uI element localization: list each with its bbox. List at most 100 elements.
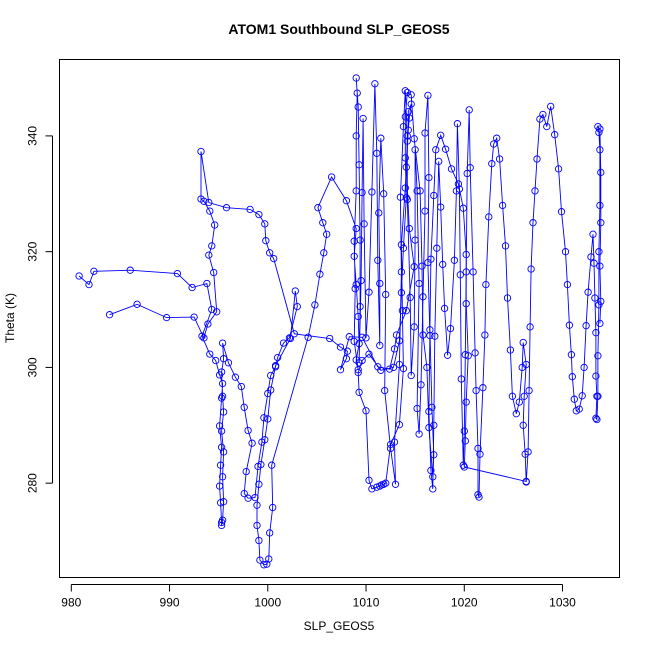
- data-point: [398, 307, 407, 315]
- data-point: [402, 307, 410, 315]
- data-point: [590, 259, 598, 267]
- data-point: [403, 88, 411, 97]
- data-point: [205, 251, 213, 259]
- data-point: [437, 203, 445, 211]
- data-point: [210, 268, 218, 277]
- data-point: [351, 285, 359, 293]
- data-point: [355, 340, 363, 348]
- data-point: [401, 184, 409, 192]
- data-point: [565, 321, 574, 329]
- data-point: [533, 155, 541, 163]
- data-point: [371, 80, 379, 88]
- data-point: [410, 263, 418, 271]
- data-point: [222, 204, 231, 212]
- data-point: [205, 198, 213, 207]
- data-point: [352, 224, 360, 233]
- data-point: [320, 249, 328, 257]
- data-point: [285, 334, 294, 342]
- data-point: [376, 482, 384, 490]
- data-point: [460, 463, 468, 471]
- data-point: [515, 398, 523, 406]
- data-point: [416, 187, 424, 195]
- data-point: [389, 363, 398, 372]
- data-point: [216, 499, 225, 507]
- data-point: [188, 283, 196, 292]
- data-point: [355, 161, 363, 169]
- data-point: [539, 110, 547, 119]
- series-line-2: [109, 91, 527, 490]
- data-point: [215, 422, 224, 430]
- data-point: [462, 250, 470, 259]
- data-point: [488, 160, 496, 168]
- data-point: [126, 266, 134, 274]
- data-point: [251, 493, 259, 502]
- chart-title: ATOM1 Southbound SLP_GEOS5: [228, 21, 449, 37]
- data-point: [378, 481, 386, 489]
- data-point: [406, 293, 414, 302]
- data-point: [567, 351, 576, 359]
- data-point: [358, 333, 366, 341]
- data-point: [501, 242, 510, 250]
- series-layer: [75, 74, 605, 569]
- data-point: [563, 280, 572, 289]
- data-point: [373, 149, 381, 157]
- x-tick-label: 980: [61, 596, 81, 610]
- data-point: [399, 244, 408, 252]
- y-axis-label: Theta (K): [3, 293, 17, 343]
- x-tick-label: 990: [160, 596, 180, 610]
- data-point: [218, 339, 227, 347]
- data-point: [246, 205, 254, 214]
- data-point: [173, 269, 182, 278]
- data-point: [345, 333, 353, 341]
- data-point: [269, 503, 277, 512]
- x-tick-label: 1000: [254, 596, 281, 610]
- data-point: [395, 360, 404, 369]
- data-point: [401, 87, 409, 95]
- data-point: [407, 91, 415, 99]
- data-point: [219, 408, 228, 416]
- data-point: [359, 114, 367, 123]
- data-point: [402, 163, 410, 171]
- data-point: [591, 294, 599, 302]
- data-point: [382, 479, 390, 487]
- data-point: [522, 477, 530, 486]
- data-point: [266, 529, 274, 537]
- data-point: [471, 349, 479, 357]
- data-point: [594, 122, 602, 131]
- data-point: [503, 294, 512, 302]
- data-point: [595, 128, 603, 137]
- data-point: [587, 253, 595, 261]
- data-point: [255, 210, 263, 219]
- data-point: [211, 221, 219, 229]
- data-point: [589, 230, 597, 238]
- data-point: [244, 426, 252, 435]
- data-point: [240, 403, 248, 411]
- data-point: [265, 555, 273, 563]
- data-point: [465, 106, 473, 114]
- data-point: [399, 122, 408, 131]
- data-point: [215, 482, 224, 490]
- data-point: [582, 322, 590, 330]
- data-point: [482, 280, 490, 289]
- data-point: [376, 279, 384, 288]
- data-point: [456, 271, 464, 279]
- data-point: [427, 255, 435, 263]
- data-point: [419, 331, 427, 339]
- data-point: [495, 155, 504, 163]
- data-point: [261, 220, 269, 228]
- data-point: [217, 394, 226, 402]
- data-point: [268, 461, 276, 469]
- data-point: [352, 280, 360, 289]
- data-point: [253, 521, 261, 530]
- data-point: [405, 114, 413, 122]
- data-point: [319, 219, 327, 227]
- data-point: [204, 320, 212, 328]
- data-point: [244, 494, 252, 502]
- data-point: [439, 260, 447, 269]
- data-point: [592, 329, 600, 337]
- data-point: [391, 480, 400, 488]
- data-point: [286, 334, 295, 343]
- data-point: [407, 100, 415, 108]
- data-point: [454, 180, 463, 188]
